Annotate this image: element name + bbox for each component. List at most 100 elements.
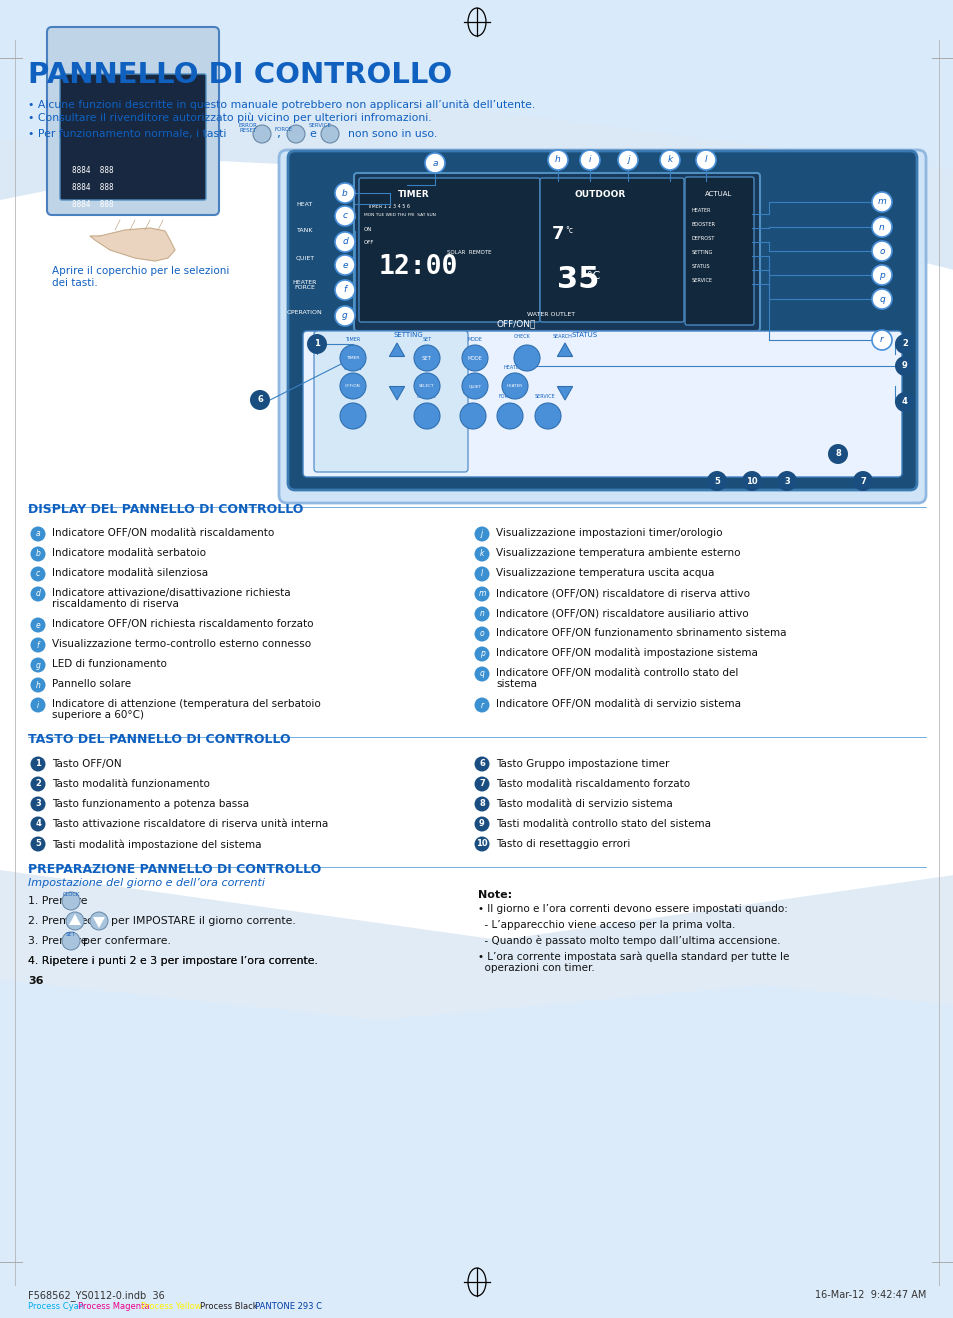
Polygon shape	[389, 386, 404, 399]
Text: 9: 9	[478, 820, 484, 829]
Text: k: k	[667, 156, 672, 165]
Circle shape	[497, 403, 522, 428]
Circle shape	[30, 697, 46, 713]
Circle shape	[30, 796, 46, 812]
Text: SERVICE: SERVICE	[534, 394, 555, 399]
FancyBboxPatch shape	[539, 178, 683, 322]
Text: h: h	[35, 680, 40, 689]
Text: • Il giorno e l’ora correnti devono essere impostati quando:: • Il giorno e l’ora correnti devono esse…	[477, 904, 787, 913]
Text: °C: °C	[586, 272, 599, 281]
Text: c: c	[342, 211, 347, 220]
Text: d: d	[35, 589, 40, 598]
Text: 16-Mar-12  9:42:47 AM: 16-Mar-12 9:42:47 AM	[814, 1290, 925, 1300]
Text: LED di funzionamento: LED di funzionamento	[52, 659, 167, 670]
Polygon shape	[0, 870, 953, 1318]
Text: - L’apparecchio viene acceso per la prima volta.: - L’apparecchio viene acceso per la prim…	[477, 920, 735, 931]
Text: j: j	[480, 530, 482, 539]
Text: e: e	[309, 129, 316, 138]
Text: Tasti modalità impostazione del sistema: Tasti modalità impostazione del sistema	[52, 840, 261, 850]
Text: 7: 7	[552, 225, 564, 243]
Text: ,: ,	[276, 128, 281, 141]
Text: o: o	[879, 246, 883, 256]
Text: Indicatore OFF/ON modalità impostazione sistema: Indicatore OFF/ON modalità impostazione …	[496, 648, 757, 659]
Text: Tasto modalità funzionamento: Tasto modalità funzionamento	[52, 779, 210, 789]
Circle shape	[335, 254, 355, 275]
Text: OFF/ON: OFF/ON	[343, 365, 362, 370]
Text: ON: ON	[364, 227, 372, 232]
Text: 3: 3	[783, 477, 789, 485]
Text: PANTONE 293 C: PANTONE 293 C	[254, 1302, 321, 1311]
Text: n: n	[879, 223, 884, 232]
Text: SET: SET	[421, 356, 432, 361]
Text: • Per funzionamento normale, i tasti: • Per funzionamento normale, i tasti	[28, 129, 226, 138]
Text: per IMPOSTARE il giorno corrente.: per IMPOSTARE il giorno corrente.	[111, 916, 295, 927]
Text: CHECK: CHECK	[513, 333, 530, 339]
Circle shape	[535, 403, 560, 428]
Text: 8: 8	[834, 449, 840, 459]
Text: l: l	[480, 569, 482, 579]
Text: • Consultare il rivenditore autorizzato più vicino per ulteriori infromazioni.: • Consultare il rivenditore autorizzato …	[28, 112, 431, 123]
Text: 8884  888: 8884 888	[71, 166, 113, 175]
FancyBboxPatch shape	[684, 177, 753, 326]
Text: 6: 6	[478, 759, 484, 768]
Text: FORCE: FORCE	[274, 127, 293, 132]
Polygon shape	[557, 386, 572, 399]
Circle shape	[62, 932, 80, 950]
Text: n: n	[479, 609, 484, 618]
Text: sistema: sistema	[496, 679, 537, 689]
Text: g: g	[342, 311, 348, 320]
Circle shape	[414, 403, 439, 428]
Circle shape	[30, 587, 46, 601]
Text: SET: SET	[422, 337, 431, 341]
Text: f: f	[36, 641, 39, 650]
Circle shape	[871, 265, 891, 285]
Text: p: p	[879, 270, 884, 279]
Text: 12:00: 12:00	[378, 254, 457, 279]
Text: 5: 5	[713, 477, 720, 485]
Circle shape	[30, 618, 46, 633]
Circle shape	[776, 471, 796, 492]
Text: Indicatore (OFF/ON) riscaldatore ausiliario attivo: Indicatore (OFF/ON) riscaldatore ausilia…	[496, 608, 748, 618]
Text: MODE: MODE	[467, 337, 482, 341]
Circle shape	[30, 677, 46, 692]
Text: e: e	[342, 261, 348, 269]
Text: OFF/ON: OFF/ON	[345, 384, 360, 387]
Text: TANK: TANK	[296, 228, 313, 233]
Text: Visualizzazione temperatura uscita acqua: Visualizzazione temperatura uscita acqua	[496, 568, 714, 579]
Circle shape	[307, 333, 327, 355]
Circle shape	[339, 345, 366, 370]
Circle shape	[474, 757, 489, 771]
Text: SERVICE: SERVICE	[308, 123, 331, 128]
Text: b: b	[35, 550, 40, 559]
Text: °c: °c	[564, 225, 573, 235]
Circle shape	[894, 356, 914, 376]
Text: o: o	[479, 630, 484, 638]
Text: Indicatore OFF/ON modalità controllo stato del: Indicatore OFF/ON modalità controllo sta…	[496, 668, 738, 677]
Text: Indicatore di attenzione (temperatura del serbatoio: Indicatore di attenzione (temperatura de…	[52, 699, 320, 709]
Circle shape	[474, 837, 489, 851]
Text: Indicatore OFF/ON funzionamento sbrinamento sistema: Indicatore OFF/ON funzionamento sbriname…	[496, 627, 785, 638]
Text: p: p	[479, 650, 484, 659]
Circle shape	[514, 345, 539, 370]
Circle shape	[90, 912, 108, 931]
Text: Indicatore modalità serbatoio: Indicatore modalità serbatoio	[52, 548, 206, 558]
Text: Tasti modalità controllo stato del sistema: Tasti modalità controllo stato del siste…	[496, 818, 710, 829]
Circle shape	[30, 837, 46, 851]
Text: TIMER 1 2 3 4 5 6: TIMER 1 2 3 4 5 6	[367, 204, 410, 210]
Circle shape	[501, 373, 527, 399]
Text: 8: 8	[478, 800, 484, 808]
Text: 1: 1	[35, 759, 41, 768]
Text: SET: SET	[66, 932, 76, 937]
Circle shape	[474, 526, 489, 542]
Circle shape	[335, 183, 355, 203]
Circle shape	[30, 658, 46, 672]
Text: superiore a 60°C): superiore a 60°C)	[52, 710, 144, 720]
Text: 10: 10	[745, 477, 757, 485]
Text: SOLAR  REMOTE: SOLAR REMOTE	[447, 250, 491, 254]
Circle shape	[474, 587, 489, 601]
Polygon shape	[0, 981, 953, 1318]
Circle shape	[30, 526, 46, 542]
FancyBboxPatch shape	[47, 26, 219, 215]
Text: CLOCK: CLOCK	[62, 892, 80, 898]
Circle shape	[579, 150, 599, 170]
